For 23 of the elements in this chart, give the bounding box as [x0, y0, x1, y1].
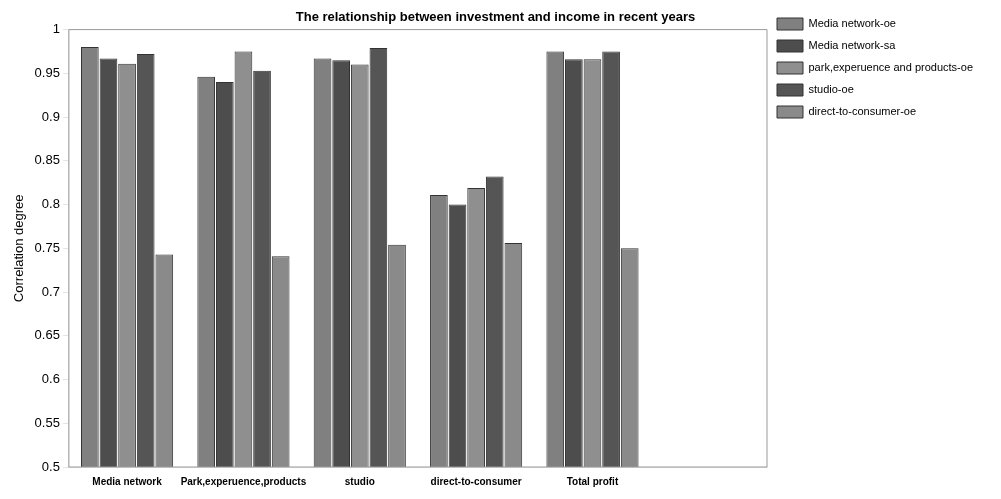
y-tick-label: 0.8 [41, 196, 60, 212]
x-tick-label: Park,experuence,products [180, 475, 307, 487]
y-tick-label: 0.9 [41, 108, 60, 124]
y-tick-label: 0.5 [41, 458, 60, 474]
x-tick-label: Total profit [566, 475, 619, 487]
legend-label: park,experuence and products-oe [808, 61, 973, 74]
x-tick-label: studio [344, 475, 375, 487]
legend-label: studio-oe [808, 83, 854, 96]
y-tick-label: 0.7 [41, 283, 60, 299]
y-tick-label: 1 [52, 21, 60, 37]
y-tick-label: 0.95 [34, 64, 60, 80]
legend-label: direct-to-consumer-oe [808, 105, 917, 118]
y-tick-label: 0.6 [41, 371, 60, 387]
x-tick-label: direct-to-consumer [430, 475, 522, 487]
y-tick-label: 0.75 [34, 239, 60, 255]
y-tick-label: 0.85 [34, 152, 60, 168]
legend-label: Media network-oe [808, 17, 896, 30]
chart-title: The relationship between investment and income in recent years [295, 9, 696, 25]
y-axis-title: Correlation degree [11, 194, 27, 303]
y-tick-label: 0.65 [34, 327, 60, 343]
legend-label: Media network-sa [808, 39, 897, 52]
x-tick-label: Media network [92, 475, 163, 487]
y-tick-label: 0.55 [34, 414, 60, 430]
